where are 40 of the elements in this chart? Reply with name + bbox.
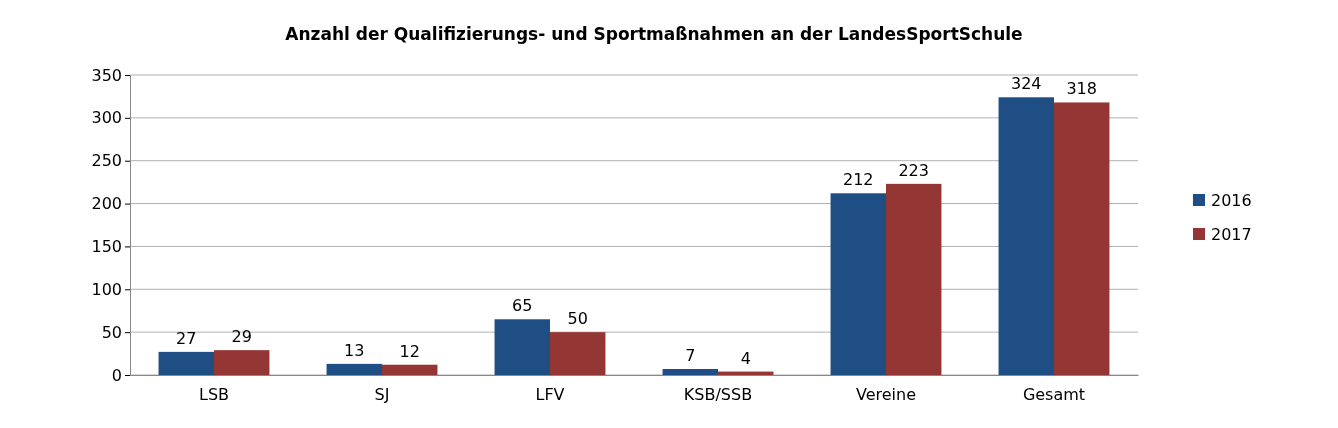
data-label: 7	[685, 346, 696, 365]
y-tick-label: 100	[91, 279, 122, 299]
data-label: 65	[512, 296, 533, 316]
bar	[158, 351, 214, 375]
data-label: 50	[567, 309, 588, 329]
bar	[494, 319, 550, 375]
x-tick-label: KSB/SSB	[683, 385, 753, 405]
chart-title: Anzahl der Qualifizierungs- und Sportmaßnahmen an der LandesSportSchule	[285, 24, 1023, 44]
data-label: 29	[231, 327, 252, 347]
bar	[662, 369, 718, 375]
data-label: 212	[843, 170, 874, 190]
y-tick-label: 200	[91, 194, 122, 214]
data-label: 223	[898, 160, 929, 180]
y-tick-label: 250	[91, 151, 122, 171]
x-tick-label: Gesamt	[1022, 385, 1086, 405]
x-tick-label: LFV	[535, 385, 565, 405]
data-label: 27	[176, 328, 197, 348]
bar	[886, 183, 942, 375]
legend-label: 2016	[1211, 191, 1252, 210]
data-label: 13	[344, 340, 365, 360]
x-tick-label: SJ	[374, 385, 390, 405]
y-tick-label: 50	[101, 322, 122, 342]
x-tick-label: LSB	[198, 385, 230, 405]
y-tick-label: 300	[91, 108, 122, 128]
data-label: 324	[1011, 74, 1042, 94]
bar	[550, 332, 606, 375]
y-tick-label: 150	[91, 237, 122, 257]
legend-label: 2017	[1211, 225, 1252, 244]
data-label: 12	[399, 341, 420, 361]
bar	[998, 97, 1054, 375]
data-label: 4	[740, 348, 751, 368]
bar	[1054, 102, 1110, 375]
data-label: 318	[1066, 79, 1097, 99]
bar	[326, 363, 382, 375]
bar	[382, 364, 438, 375]
x-tick-label: Vereine	[855, 385, 917, 405]
bar	[830, 193, 886, 375]
y-tick-label: 350	[91, 65, 122, 85]
bar	[214, 350, 270, 375]
y-tick-label: 0	[111, 365, 122, 385]
